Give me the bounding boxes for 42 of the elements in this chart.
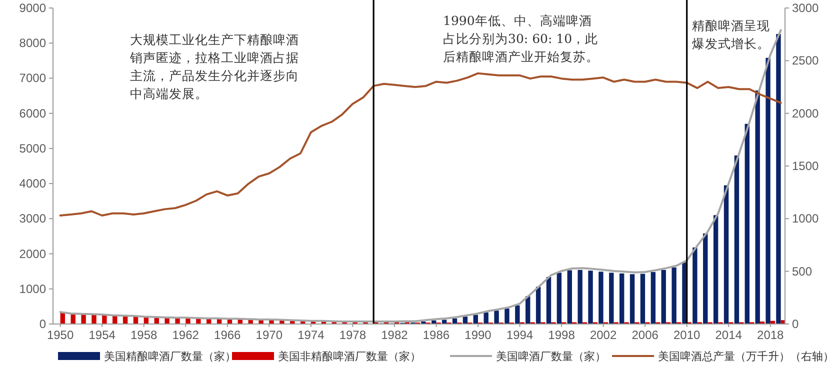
- x-tick-label: 1954: [88, 328, 116, 342]
- x-tick-label: 2014: [715, 328, 742, 342]
- y-tick-label: 8000: [19, 36, 46, 50]
- y2-tick-label: 2000: [792, 106, 820, 120]
- y2-tick-label: 2500: [792, 54, 820, 68]
- x-tick-label: 1982: [381, 328, 408, 342]
- legend-label: 美国啤酒总产量（万千升）（右轴）: [658, 350, 831, 363]
- x-tick-label: 1974: [298, 328, 325, 342]
- y-tick-label: 4000: [19, 176, 46, 191]
- y2-tick-label: 1500: [792, 159, 820, 173]
- annotation: 1990年低、中、高端啤酒占比分别为30: 60: 10，此后精酿啤酒产业开始复苏。: [443, 13, 599, 64]
- legend-label: 美国非精酿啤酒厂数量（家）: [278, 350, 421, 363]
- x-tick-label: 1990: [464, 328, 492, 342]
- y-tick-label: 2000: [19, 246, 46, 261]
- y2-tick-label: 3000: [792, 1, 820, 15]
- legend-label: 美国啤酒厂数量（家）: [496, 350, 606, 363]
- x-tick-label: 1986: [422, 328, 450, 342]
- y-tick-label: 6000: [19, 106, 46, 120]
- x-tick-label: 2018: [757, 328, 784, 342]
- y2-tick-label: 500: [792, 264, 812, 278]
- x-tick-label: 1978: [339, 328, 366, 342]
- y-tick-label: 7000: [19, 71, 46, 86]
- y-tick-label: 3000: [19, 212, 46, 226]
- legend-label: 美国精酿啤酒厂数量（家）: [104, 350, 236, 363]
- x-tick-label: 1994: [506, 328, 534, 342]
- x-tick-label: 1998: [548, 328, 576, 342]
- x-tick-label: 1958: [130, 328, 158, 342]
- x-tick-label: 2002: [590, 328, 617, 342]
- x-tick-label: 1966: [214, 328, 242, 342]
- x-tick-label: 1970: [256, 328, 283, 342]
- y-tick-label: 9000: [19, 1, 46, 15]
- x-tick-label: 2006: [632, 328, 659, 342]
- x-tick-label: 1950: [46, 328, 74, 342]
- y-tick-label: 5000: [19, 141, 46, 156]
- x-tick-label: 2010: [673, 328, 701, 342]
- y-tick-label: 0: [39, 317, 46, 331]
- annotation: 精酿啤酒呈现爆发式增长。: [692, 18, 770, 51]
- y-tick-label: 1000: [19, 282, 46, 296]
- y2-tick-label: 0: [792, 317, 799, 331]
- y2-tick-label: 1000: [792, 212, 820, 226]
- annotation: 大规模工业化生产下精酿啤酒销声匿迹，拉格工业啤酒占据主流，产品发生分化并逐步向中高端发展。: [129, 32, 299, 101]
- x-tick-label: 1962: [172, 328, 200, 342]
